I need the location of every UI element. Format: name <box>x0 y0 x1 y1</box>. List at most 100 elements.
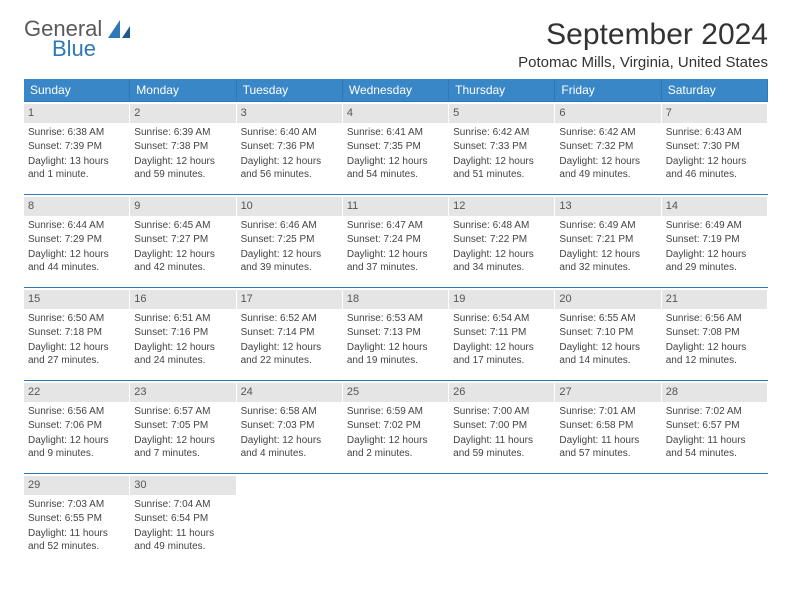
day-number: 21 <box>662 290 767 309</box>
sunrise-text: Sunrise: 6:48 AM <box>453 219 550 233</box>
logo-text: General Blue <box>24 18 102 60</box>
sunset-text: Sunset: 7:18 PM <box>28 326 125 340</box>
sunrise-text: Sunrise: 6:39 AM <box>134 126 231 140</box>
sunrise-text: Sunrise: 6:50 AM <box>28 312 125 326</box>
sunset-text: Sunset: 6:55 PM <box>28 512 125 526</box>
day-number: 12 <box>449 197 554 216</box>
day-cell: 2Sunrise: 6:39 AMSunset: 7:38 PMDaylight… <box>130 102 236 194</box>
day-cell: 25Sunrise: 6:59 AMSunset: 7:02 PMDayligh… <box>343 381 449 473</box>
daylight-text: Daylight: 12 hours and 37 minutes. <box>347 248 444 275</box>
day-number: 22 <box>24 383 129 402</box>
day-cell: 11 Sunrise: 6:47 AMSunset: 7:24 PMDayligh… <box>343 195 449 287</box>
sunrise-text: Sunrise: 6:53 AM <box>347 312 444 326</box>
daylight-text: Daylight: 12 hours and 17 minutes. <box>453 341 550 368</box>
daylight-text: Daylight: 11 hours and 57 minutes. <box>559 434 656 461</box>
empty-cell <box>343 474 449 566</box>
sunset-text: Sunset: 7:36 PM <box>241 140 338 154</box>
sunset-text: Sunset: 7:29 PM <box>28 233 125 247</box>
daylight-text: Daylight: 12 hours and 39 minutes. <box>241 248 338 275</box>
day-number: 20 <box>555 290 660 309</box>
sunrise-text: Sunrise: 6:47 AM <box>347 219 444 233</box>
page-title: September 2024 <box>518 18 768 52</box>
day-number: 11 <box>343 197 448 216</box>
day-number: 27 <box>555 383 660 402</box>
day-cell: 23Sunrise: 6:57 AMSunset: 7:05 PMDayligh… <box>130 381 236 473</box>
day-number: 17 <box>237 290 342 309</box>
sunset-text: Sunset: 7:05 PM <box>134 419 231 433</box>
day-cell: 10Sunrise: 6:46 AMSunset: 7:25 PMDayligh… <box>237 195 343 287</box>
day-number: 23 <box>130 383 235 402</box>
day-number: 18 <box>343 290 448 309</box>
day-cell: 8 Sunrise: 6:44 AMSunset: 7:29 PMDaylight… <box>24 195 130 287</box>
daylight-text: Daylight: 12 hours and 56 minutes. <box>241 155 338 182</box>
logo: General Blue <box>24 18 132 60</box>
day-number: 16 <box>130 290 235 309</box>
logo-sail-icon <box>106 18 132 49</box>
sunset-text: Sunset: 7:38 PM <box>134 140 231 154</box>
weekday-header: Thursday <box>449 79 555 101</box>
daylight-text: Daylight: 13 hours and 1 minute. <box>28 155 125 182</box>
day-number: 15 <box>24 290 129 309</box>
sunset-text: Sunset: 7:24 PM <box>347 233 444 247</box>
sunrise-text: Sunrise: 7:04 AM <box>134 498 231 512</box>
day-cell: 4Sunrise: 6:41 AMSunset: 7:35 PMDaylight… <box>343 102 449 194</box>
daylight-text: Daylight: 12 hours and 27 minutes. <box>28 341 125 368</box>
sunrise-text: Sunrise: 6:42 AM <box>559 126 656 140</box>
day-cell: 17Sunrise: 6:52 AMSunset: 7:14 PMDayligh… <box>237 288 343 380</box>
sunset-text: Sunset: 7:32 PM <box>559 140 656 154</box>
daylight-text: Daylight: 12 hours and 2 minutes. <box>347 434 444 461</box>
day-number: 6 <box>555 104 660 123</box>
header: General Blue September 2024 Potomac Mill… <box>24 18 768 71</box>
day-cell: 6 Sunrise: 6:42 AMSunset: 7:32 PMDaylight… <box>555 102 661 194</box>
daylight-text: Daylight: 12 hours and 19 minutes. <box>347 341 444 368</box>
sunset-text: Sunset: 7:25 PM <box>241 233 338 247</box>
calendar-grid: SundayMondayTuesdayWednesdayThursdayFrid… <box>24 79 768 566</box>
day-cell: 14Sunrise: 6:49 AMSunset: 7:19 PMDayligh… <box>662 195 768 287</box>
day-cell: 18 Sunrise: 6:53 AMSunset: 7:13 PMDayligh… <box>343 288 449 380</box>
day-number: 28 <box>662 383 767 402</box>
day-cell: 30Sunrise: 7:04 AMSunset: 6:54 PMDayligh… <box>130 474 236 566</box>
sunset-text: Sunset: 6:54 PM <box>134 512 231 526</box>
day-number: 25 <box>343 383 448 402</box>
day-cell: 15 Sunrise: 6:50 AMSunset: 7:18 PMDayligh… <box>24 288 130 380</box>
weekday-header: Sunday <box>24 79 130 101</box>
day-cell: 24Sunrise: 6:58 AMSunset: 7:03 PMDayligh… <box>237 381 343 473</box>
day-number: 19 <box>449 290 554 309</box>
empty-cell <box>555 474 661 566</box>
sunrise-text: Sunrise: 6:44 AM <box>28 219 125 233</box>
day-number: 30 <box>130 476 235 495</box>
sunrise-text: Sunrise: 6:56 AM <box>666 312 763 326</box>
sunset-text: Sunset: 7:19 PM <box>666 233 763 247</box>
day-number: 4 <box>343 104 448 123</box>
daylight-text: Daylight: 12 hours and 9 minutes. <box>28 434 125 461</box>
daylight-text: Daylight: 11 hours and 59 minutes. <box>453 434 550 461</box>
day-number: 3 <box>237 104 342 123</box>
day-number: 13 <box>555 197 660 216</box>
empty-cell <box>237 474 343 566</box>
day-number: 26 <box>449 383 554 402</box>
sunrise-text: Sunrise: 6:57 AM <box>134 405 231 419</box>
sunset-text: Sunset: 7:13 PM <box>347 326 444 340</box>
sunrise-text: Sunrise: 6:56 AM <box>28 405 125 419</box>
sunset-text: Sunset: 7:10 PM <box>559 326 656 340</box>
daylight-text: Daylight: 12 hours and 4 minutes. <box>241 434 338 461</box>
day-cell: 26Sunrise: 7:00 AMSunset: 7:00 PMDayligh… <box>449 381 555 473</box>
day-cell: 12Sunrise: 6:48 AMSunset: 7:22 PMDayligh… <box>449 195 555 287</box>
daylight-text: Daylight: 12 hours and 24 minutes. <box>134 341 231 368</box>
sunrise-text: Sunrise: 6:45 AM <box>134 219 231 233</box>
sunrise-text: Sunrise: 6:54 AM <box>453 312 550 326</box>
day-cell: 28Sunrise: 7:02 AMSunset: 6:57 PMDayligh… <box>662 381 768 473</box>
daylight-text: Daylight: 11 hours and 52 minutes. <box>28 527 125 554</box>
daylight-text: Daylight: 12 hours and 49 minutes. <box>559 155 656 182</box>
day-cell: 29Sunrise: 7:03 AMSunset: 6:55 PMDayligh… <box>24 474 130 566</box>
empty-cell <box>662 474 768 566</box>
day-cell: 3Sunrise: 6:40 AMSunset: 7:36 PMDaylight… <box>237 102 343 194</box>
weekday-header: Monday <box>130 79 236 101</box>
daylight-text: Daylight: 12 hours and 44 minutes. <box>28 248 125 275</box>
day-number: 8 <box>24 197 129 216</box>
sunset-text: Sunset: 6:58 PM <box>559 419 656 433</box>
day-cell: 16Sunrise: 6:51 AMSunset: 7:16 PMDayligh… <box>130 288 236 380</box>
day-number: 1 <box>24 104 129 123</box>
sunrise-text: Sunrise: 7:01 AM <box>559 405 656 419</box>
sunset-text: Sunset: 7:00 PM <box>453 419 550 433</box>
